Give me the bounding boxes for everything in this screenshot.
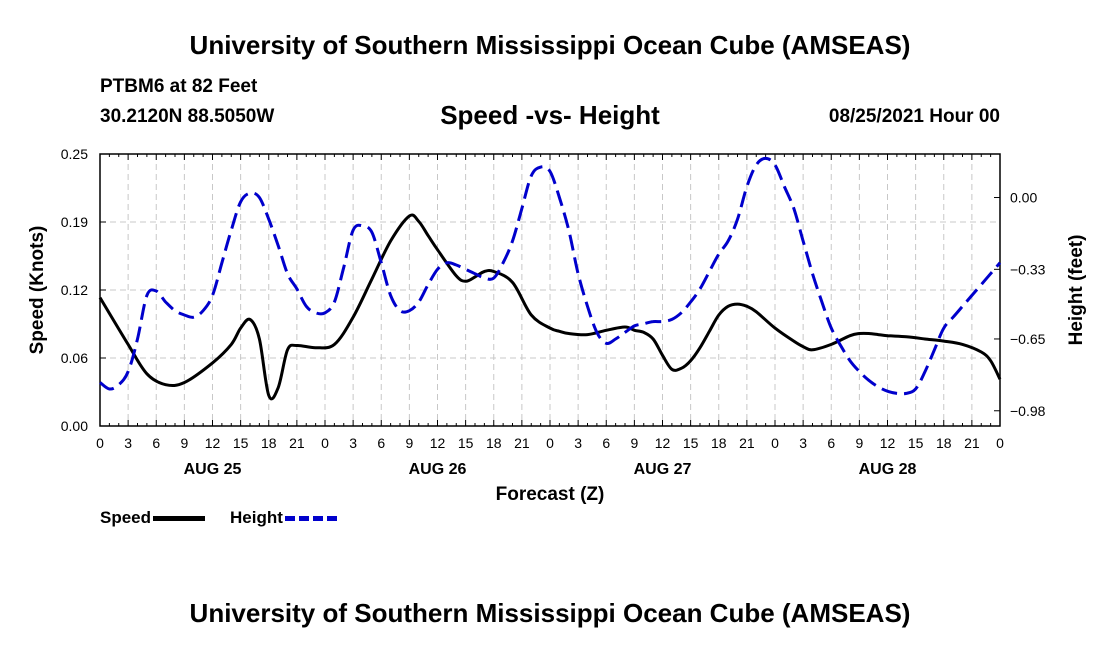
x-tick-label: 0 [96, 435, 104, 451]
y-axis-label-left: Speed (Knots) [27, 226, 48, 355]
x-tick-label: 6 [602, 435, 610, 451]
x-tick-label: 21 [289, 435, 305, 451]
x-tick-label: 18 [711, 435, 727, 451]
chart-title: Speed -vs- Height [440, 100, 660, 130]
y-tick-label-right: 0.00 [1010, 190, 1037, 206]
x-tick-label: 12 [430, 435, 446, 451]
y-tick-label-left: 0.25 [61, 146, 88, 162]
x-tick-label: 3 [124, 435, 132, 451]
x-tick-label: 9 [180, 435, 188, 451]
y-tick-label-left: 0.06 [61, 350, 88, 366]
x-day-label: AUG 25 [184, 461, 242, 478]
height-series-line [99, 156, 1002, 396]
legend-height: Height [230, 508, 337, 528]
page-title: University of Southern Mississippi Ocean… [189, 30, 911, 60]
x-tick-label: 9 [630, 435, 638, 451]
footer-title: University of Southern Mississippi Ocean… [189, 598, 911, 628]
y-tick-label-right: −0.33 [1010, 261, 1046, 277]
x-tick-label: 21 [514, 435, 530, 451]
y-tick-label-left: 0.00 [61, 418, 88, 434]
legend-speed-swatch [153, 516, 206, 522]
x-tick-label: 18 [261, 435, 277, 451]
legend-speed-label: Speed [100, 508, 152, 527]
legend-height-swatch [284, 516, 337, 522]
station-coordinates: 30.2120N 88.5050W [100, 106, 275, 127]
y-tick-label-right: −0.98 [1010, 403, 1046, 419]
station-name: PTBM6 at 82 Feet [100, 76, 258, 97]
x-tick-label: 0 [321, 435, 329, 451]
x-day-label: AUG 28 [859, 461, 917, 478]
x-tick-label: 15 [458, 435, 474, 451]
x-tick-label: 21 [739, 435, 755, 451]
x-tick-label: 3 [574, 435, 582, 451]
x-axis-label: Forecast (Z) [496, 484, 605, 505]
x-tick-label: 9 [855, 435, 863, 451]
y-axis-label-right: Height (feet) [1066, 235, 1087, 346]
x-tick-label: 0 [996, 435, 1004, 451]
x-tick-label: 6 [827, 435, 835, 451]
forecast-datetime: 08/25/2021 Hour 00 [828, 106, 1000, 127]
x-tick-label: 12 [655, 435, 671, 451]
x-tick-label: 0 [771, 435, 779, 451]
x-tick-label: 12 [880, 435, 896, 451]
axis-ticks: 0 3 6 9 12 15 18 21 0 3 6 9 12 15 18 21 0 3 6 9 12 15 18 21 0 3 6 9… [61, 146, 1046, 478]
x-tick-label: 0 [546, 435, 554, 451]
legend-height-label: Height [230, 508, 283, 527]
x-tick-label: 21 [964, 435, 980, 451]
series-lines [98, 156, 1002, 401]
x-tick-label: 15 [683, 435, 699, 451]
x-day-label: AUG 27 [634, 461, 692, 478]
y-tick-label-right: −0.65 [1010, 331, 1046, 347]
grid-lines [100, 154, 1000, 426]
legend-speed: Speed [100, 508, 206, 528]
x-tick-label: 15 [908, 435, 924, 451]
speed-series-line [98, 213, 1002, 401]
x-tick-label: 15 [233, 435, 249, 451]
x-tick-label: 18 [486, 435, 502, 451]
y-tick-label-left: 0.12 [61, 282, 88, 298]
x-tick-label: 6 [377, 435, 385, 451]
x-tick-label: 3 [349, 435, 357, 451]
x-tick-label: 12 [205, 435, 221, 451]
x-tick-label: 6 [152, 435, 160, 451]
x-tick-label: 9 [405, 435, 413, 451]
x-tick-label: 18 [936, 435, 952, 451]
x-tick-label: 3 [799, 435, 807, 451]
x-day-label: AUG 26 [409, 461, 467, 478]
y-tick-label-left: 0.19 [61, 214, 88, 230]
